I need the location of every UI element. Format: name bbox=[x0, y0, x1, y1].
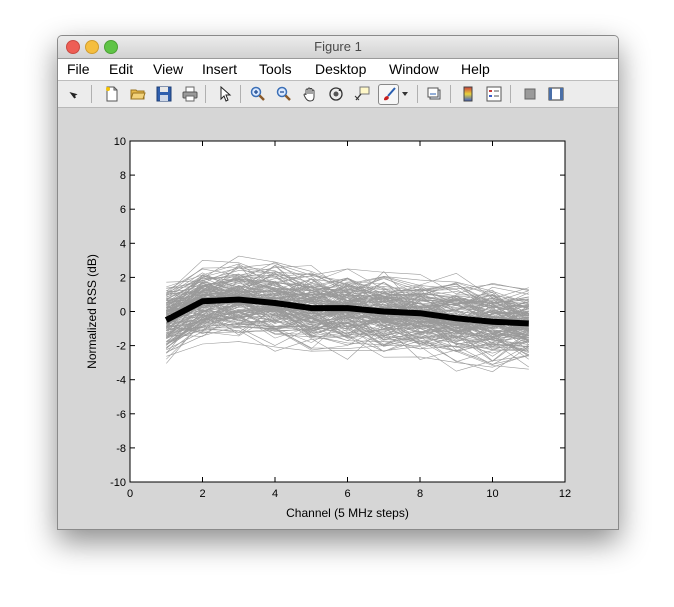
zoom-in-icon[interactable] bbox=[248, 84, 268, 104]
toolbar-separator bbox=[205, 85, 206, 103]
toolbar bbox=[58, 81, 618, 108]
trace-line bbox=[166, 283, 529, 322]
x-tick-label: 0 bbox=[127, 488, 133, 500]
toolbar-separator bbox=[91, 85, 92, 103]
trace-line bbox=[166, 303, 529, 339]
zoom-window-button[interactable] bbox=[104, 40, 118, 54]
window-title: Figure 1 bbox=[314, 39, 362, 54]
trace-line bbox=[166, 281, 529, 310]
menu-file[interactable]: File bbox=[67, 61, 90, 77]
print-icon[interactable] bbox=[180, 84, 200, 104]
trace-line bbox=[166, 325, 529, 362]
x-tick-label: 6 bbox=[344, 488, 350, 500]
rotate-3d-icon[interactable] bbox=[326, 84, 346, 104]
trace-line bbox=[166, 310, 529, 368]
y-tick-label: 6 bbox=[120, 204, 126, 216]
pointer-arrow-icon[interactable] bbox=[64, 84, 84, 104]
trace-line bbox=[166, 278, 529, 314]
y-tick-label: -10 bbox=[110, 477, 126, 489]
y-axis-label: Normalized RSS (dB) bbox=[85, 254, 99, 369]
axis-ticks-group: 0 2 4 6 8 10 12 10 8 6 4 2 0 -2 -4 -6 -8 -10 bbox=[110, 136, 571, 500]
plot-chart: 0 2 4 6 8 10 12 10 8 6 4 2 0 -2 -4 -6 -8 -10 Channel (5 M… bbox=[85, 136, 571, 520]
trace-line bbox=[166, 275, 529, 309]
trace-line bbox=[166, 302, 529, 346]
figure-canvas[interactable]: 0 2 4 6 8 10 12 10 8 6 4 2 0 -2 -4 -6 -8 -10 Channel (5 M… bbox=[58, 108, 618, 529]
trace-line bbox=[166, 285, 530, 346]
menu-view[interactable]: View bbox=[153, 61, 184, 77]
trace-line bbox=[166, 286, 529, 342]
menu-help[interactable]: Help bbox=[461, 61, 490, 77]
minimize-window-button[interactable] bbox=[85, 40, 99, 54]
mean-line bbox=[164, 296, 529, 327]
brush-dropdown-icon[interactable] bbox=[399, 84, 411, 104]
show-plot-tools-icon[interactable] bbox=[546, 84, 566, 104]
trace-line bbox=[166, 282, 529, 327]
menu-desktop[interactable]: Desktop bbox=[315, 61, 367, 77]
trace-line bbox=[166, 255, 529, 307]
close-window-button[interactable] bbox=[66, 40, 80, 54]
trace-line bbox=[166, 264, 529, 327]
trace-line bbox=[166, 271, 529, 312]
zoom-out-icon[interactable] bbox=[274, 84, 294, 104]
toolbar-separator bbox=[417, 85, 418, 103]
menu-bar: File Edit View Insert Tools Desktop Wind… bbox=[58, 59, 618, 81]
trace-line bbox=[166, 286, 529, 342]
data-cursor-icon[interactable] bbox=[352, 84, 372, 104]
menu-tools[interactable]: Tools bbox=[259, 61, 292, 77]
x-tick-label: 10 bbox=[486, 488, 498, 500]
toolbar-separator bbox=[510, 85, 511, 103]
toolbar-separator bbox=[450, 85, 451, 103]
y-tick-label: -6 bbox=[116, 409, 126, 421]
colorbar-icon[interactable] bbox=[458, 84, 478, 104]
x-tick-label: 12 bbox=[559, 488, 571, 500]
open-folder-icon[interactable] bbox=[128, 84, 148, 104]
y-tick-label: 8 bbox=[120, 170, 126, 182]
trace-line bbox=[166, 313, 529, 365]
trace-line bbox=[166, 308, 529, 341]
trace-line bbox=[166, 302, 529, 346]
edit-plot-cursor-icon[interactable] bbox=[215, 84, 235, 104]
mean-line-group bbox=[164, 296, 529, 327]
trace-line bbox=[166, 279, 529, 313]
trace-line bbox=[166, 265, 529, 294]
menu-edit[interactable]: Edit bbox=[109, 61, 134, 77]
trace-line bbox=[166, 341, 529, 372]
y-tick-label: -2 bbox=[116, 341, 126, 353]
y-tick-label: 10 bbox=[114, 136, 126, 148]
trace-line bbox=[166, 298, 529, 343]
trace-line bbox=[166, 266, 529, 310]
new-figure-icon[interactable] bbox=[102, 84, 122, 104]
menu-insert[interactable]: Insert bbox=[202, 61, 238, 77]
trace-line bbox=[166, 329, 529, 368]
hide-plot-tools-icon[interactable] bbox=[520, 84, 540, 104]
title-bar: Figure 1 bbox=[58, 36, 618, 59]
trace-line bbox=[166, 259, 529, 304]
toolbar-separator bbox=[240, 85, 241, 103]
y-tick-label: 0 bbox=[120, 307, 126, 319]
brush-icon[interactable] bbox=[378, 84, 399, 105]
save-disk-icon[interactable] bbox=[154, 84, 174, 104]
link-plot-icon[interactable] bbox=[424, 84, 444, 104]
y-tick-label: 2 bbox=[120, 272, 126, 284]
trace-line bbox=[166, 320, 529, 370]
y-tick-label: 4 bbox=[120, 238, 126, 250]
x-axis-label: Channel (5 MHz steps) bbox=[286, 506, 409, 520]
trace-line bbox=[166, 291, 529, 335]
legend-icon[interactable] bbox=[484, 84, 504, 104]
trace-line bbox=[166, 297, 529, 344]
x-tick-label: 2 bbox=[199, 488, 205, 500]
x-tick-label: 8 bbox=[417, 488, 423, 500]
trace-line bbox=[166, 263, 529, 295]
figure-window: Figure 1 File Edit View Insert Tools Des… bbox=[57, 35, 619, 530]
y-tick-label: -8 bbox=[116, 443, 126, 455]
trace-line bbox=[166, 306, 529, 366]
pan-hand-icon[interactable] bbox=[300, 84, 320, 104]
menu-window[interactable]: Window bbox=[389, 61, 439, 77]
trace-line bbox=[166, 301, 529, 355]
y-tick-label: -4 bbox=[116, 375, 126, 387]
trace-line bbox=[166, 315, 529, 373]
x-tick-label: 4 bbox=[272, 488, 278, 500]
trace-line bbox=[166, 310, 529, 363]
